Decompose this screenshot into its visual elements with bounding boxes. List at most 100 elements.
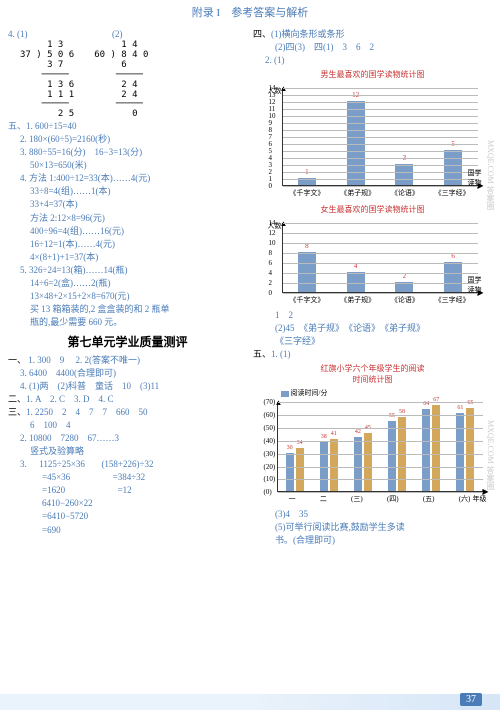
ans-3: (3)4 35 [253,508,492,521]
x-tick-label: (六) [459,494,471,504]
yi-2: 2. 2(答案不唯一) [76,355,141,365]
y-tick-label: (30) [264,450,276,458]
y-tick-label: 3 [269,161,273,169]
y-tick-label: 14 [269,219,276,227]
y-tick-label: 11 [269,105,276,113]
er-row: 二、1. A 2. C 3. D 4. C [8,393,247,406]
bar: 6 [444,262,462,292]
wu-3b: 50×13=650(米) [8,159,247,172]
bar: 8 [298,252,316,292]
er-ans: 1. A 2. C 3. D 4. C [26,394,114,404]
x-tick-label: 《论语》 [391,295,419,305]
er-label: 二、 [8,394,26,404]
san3-a2: =1620 [42,485,65,495]
watermark: MXQE.COM 答案圈 [485,420,496,490]
wu-right-1: 1. (1) [271,349,291,359]
bar-value-label: 41 [331,431,337,437]
x-tick-label: (五) [423,494,435,504]
ans-1-2: 1 2 [253,309,492,322]
wu-2: 2. 180×(60÷5)=2160(秒) [8,133,247,146]
chart3-title: 红旗小学六个年级学生的阅读 时间统计图 [253,363,492,385]
x-tick-label: 《弟子规》 [340,295,375,305]
wu-label: 五、 [8,121,26,131]
y-tick-label: 9 [269,119,273,127]
q2-label: 2. (1) [253,54,492,67]
y-tick-label: 10 [269,239,276,247]
bar-value-label: 61 [457,405,463,411]
y-tick-label: 4 [269,269,273,277]
x-tick-label: 《三字经》 [435,188,470,198]
wu-1: 五、1. 600÷15=40 [8,120,247,133]
san-label: 三、 [8,407,26,417]
division-row: 1 3 37 ) 5 0 6 3 7 ───── 1 3 6 1 1 1 ───… [8,41,247,120]
wu-5a: 5. 326÷24=13(箱)……14(瓶) [8,264,247,277]
legend-box-icon [281,391,289,397]
chart2: 人数 ▲ ▶ 8426 02468101214 《千字文》《弟子规》《论语》《三… [268,223,478,305]
wu-4b: 33÷8=4(组)……1(本) [8,185,247,198]
long-division-2: 1 4 60 ) 8 4 0 6 ───── 2 4 2 4 ───── 0 [94,41,148,120]
q4-1: (1) [17,29,28,39]
x-tick-label: (三) [351,494,363,504]
bar: 4 [347,272,365,292]
si-label: 四、 [253,29,271,39]
wu-5b: 14÷6=2(盒)……2(瓶) [8,277,247,290]
page-body: 4. (1) (2) 1 3 37 ) 5 0 6 3 7 ───── 1 3 … [0,24,500,551]
san3-c2: =690 [8,524,247,537]
y-tick-label: (40) [264,437,276,445]
y-tick-label: 2 [269,168,273,176]
x-tick-label: 《三字经》 [435,295,470,305]
san-2a: 2. 10800 7280 67……3 [8,432,247,445]
y-tick-label: 13 [269,91,276,99]
x-tick-label: (四) [387,494,399,504]
san-1b: 6 100 4 [8,419,247,432]
bar: 3 [395,164,413,185]
wu-4f: 16÷12=1(本)……4(元) [8,238,247,251]
y-tick-label: 12 [269,98,276,106]
san-row: 三、1. 2250 2 4 7 7 660 50 [8,406,247,419]
wu-4c: 33+4=37(本) [8,198,247,211]
si-row: 四、(1)横向条形或条形 [253,28,492,41]
wu-right-label: 五、 [253,349,271,359]
ans-2: (2)45 《弟子规》 《论语》 《弟子规》 [253,322,492,335]
chart1-title: 男生最喜欢的国学读物统计图 [253,69,492,80]
yi-label: 一、 [8,355,26,365]
bar: 55 [388,421,396,492]
san3-b: (158+226)÷32 [101,459,153,469]
yi-4: 4. (1)两 (2)科普 童话 10 (3)11 [8,380,247,393]
y-tick-label: 12 [269,229,276,237]
bar-group: 3841 [320,439,338,492]
chart3-xlabel: 年级 [473,494,487,504]
y-tick-label: 10 [269,112,276,120]
san-1a: 1. 2250 2 4 7 7 660 50 [26,407,148,417]
legend-text: 阅读时间/分 [291,389,328,397]
yi-1: 1. 300 9 [28,355,73,365]
yi-row: 一、 1. 300 9 2. 2(答案不唯一) [8,354,247,367]
footer-stripe [0,694,500,710]
page-header: 附录 I 参考答案与解析 [0,0,500,24]
chart3: 阅读时间/分 ▲ ▶ 303438414245555864676165 (0)(… [263,388,483,504]
san-2b: 竖式及验算略 [8,445,247,458]
san3-c: 6410−260×22 [8,497,247,510]
ans-2b: 《三字经》 [253,335,492,348]
x-tick-label: 《弟子规》 [340,188,375,198]
bar-group: 4245 [354,433,372,491]
x-tick-label: 《千字文》 [289,188,324,198]
chart3-legend: 阅读时间/分 [281,388,483,398]
chart1: 人数 ▲ ▶ 11235 01234567891011121314 《千字文》《… [268,88,478,198]
bar-value-label: 42 [355,429,361,435]
y-tick-label: 14 [269,84,276,92]
wu-right-row: 五、1. (1) [253,348,492,361]
y-tick-label: (20) [264,463,276,471]
y-tick-label: (10) [264,475,276,483]
san3-c1: =6410−5720 [8,510,247,523]
y-tick-label: 8 [269,126,273,134]
si-1a: (1)横向条形或条形 [271,29,345,39]
q4-label: 4. [8,29,15,39]
left-column: 4. (1) (2) 1 3 37 ) 5 0 6 3 7 ───── 1 3 … [8,28,247,547]
chart2-title: 女生最喜欢的国学读物统计图 [253,204,492,215]
ans-5: (5)可举行阅读比赛,鼓励学生多读 [253,521,492,534]
q4-2: (2) [112,29,123,39]
y-tick-label: 4 [269,154,273,162]
san3-b2: =12 [118,485,132,495]
x-tick-label: 一 [289,494,296,504]
